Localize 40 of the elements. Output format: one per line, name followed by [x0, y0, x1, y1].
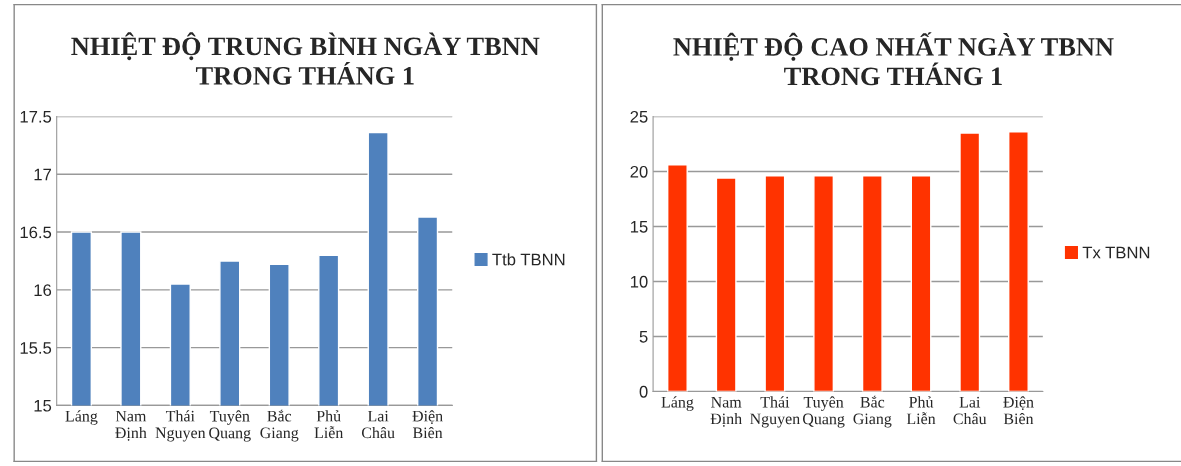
bar	[861, 175, 883, 392]
x-tick-label: Tuyên Quang	[209, 410, 251, 442]
y-tick-label: 0	[639, 385, 648, 398]
bar	[959, 132, 981, 392]
y-tick-label: 25	[630, 110, 648, 123]
x-tick-label: Nam Định	[710, 396, 742, 427]
chart-title: NHIỆT ĐỘ TRUNG BÌNH NGÀY TBNN TRONG THÁNG 1	[71, 32, 540, 85]
x-tick-label: Láng	[661, 396, 694, 411]
x-tick-label: Phủ Liễn	[314, 410, 344, 439]
x-tick-label: Điện Biên	[412, 410, 443, 439]
x-tick-label: Bắc Giang	[260, 409, 299, 442]
bar	[1008, 131, 1029, 392]
y-tick-label: 15	[630, 221, 648, 233]
bar	[715, 177, 737, 392]
legend-label: Tx TBNN	[1082, 246, 1150, 259]
y-tick-label: 10	[630, 275, 648, 288]
y-tick-label: 16.5	[20, 226, 52, 239]
x-tick-label: Thái Nguyen	[750, 396, 800, 428]
x-tick-label: Thái Nguyen	[155, 410, 206, 442]
x-tick-label: Lai Châu	[361, 410, 395, 439]
chart-title: NHIỆT ĐỘ CAO NHẤT NGÀY TBNN TRONG THÁNG 1	[673, 32, 1114, 86]
y-tick-label: 15	[34, 399, 52, 412]
y-tick-label: 5	[639, 331, 648, 343]
bar	[667, 164, 688, 392]
y-tick-label: 16	[34, 284, 52, 297]
y-tick-label: 15.5	[20, 342, 52, 354]
x-tick-label: Phủ Liễn	[906, 396, 936, 425]
legend-label: Ttb TBNN	[492, 253, 565, 266]
bar	[813, 175, 835, 392]
x-tick-label: Tuyên Quang	[802, 396, 845, 428]
x-tick-label: Điện Biên	[1003, 396, 1034, 425]
bar	[764, 175, 786, 392]
y-tick-label: 20	[630, 165, 648, 178]
y-tick-label: 17	[34, 168, 51, 181]
bar	[910, 175, 932, 392]
x-tick-label: Bắc Giang	[853, 395, 892, 428]
x-tick-label: Lai Châu	[953, 396, 987, 425]
x-tick-label: Nam Định	[115, 410, 147, 441]
y-tick-label: 17.5	[20, 111, 52, 123]
x-tick-label: Láng	[65, 410, 98, 425]
